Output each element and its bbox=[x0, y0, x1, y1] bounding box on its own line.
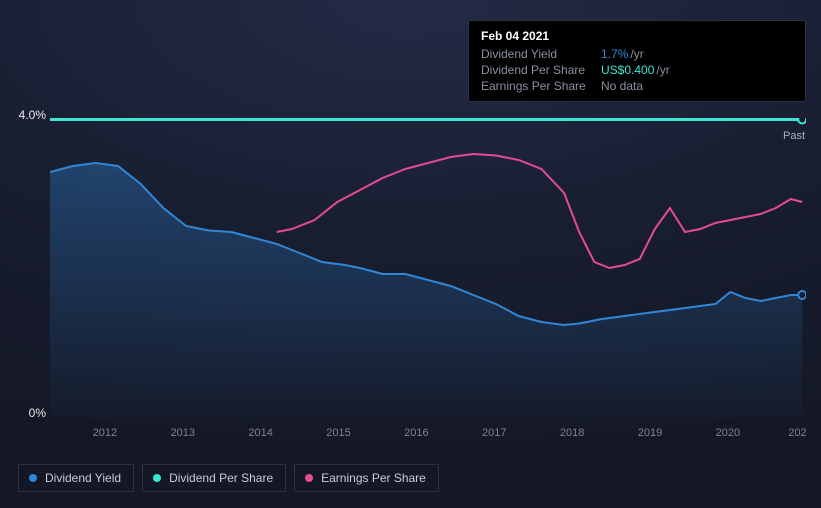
legend-dot-icon bbox=[29, 474, 37, 482]
y-axis-tick-min: 0% bbox=[29, 406, 46, 420]
tooltip-value: 1.7% bbox=[601, 47, 628, 61]
tooltip-unit: /yr bbox=[630, 47, 643, 61]
tooltip-unit: /yr bbox=[656, 63, 669, 77]
earnings-per-share-line bbox=[277, 154, 802, 268]
x-axis-tick: 2018 bbox=[560, 427, 584, 439]
tooltip-row: Earnings Per ShareNo data bbox=[481, 79, 793, 93]
x-axis-tick: 2017 bbox=[482, 427, 506, 439]
x-axis-tick: 2015 bbox=[326, 427, 350, 439]
x-axis-tick: 2014 bbox=[248, 427, 272, 439]
tooltip-key: Dividend Per Share bbox=[481, 63, 601, 77]
x-axis-tick: 2020 bbox=[716, 427, 740, 439]
x-axis-tick: 202 bbox=[788, 427, 806, 439]
hover-tooltip: Feb 04 2021 Dividend Yield1.7%/yrDividen… bbox=[468, 20, 806, 102]
tooltip-key: Dividend Yield bbox=[481, 47, 601, 61]
legend-dot-icon bbox=[305, 474, 313, 482]
tooltip-key: Earnings Per Share bbox=[481, 79, 601, 93]
legend-label: Dividend Yield bbox=[45, 471, 121, 485]
dividend-yield-area bbox=[50, 163, 802, 418]
chart-plot-area[interactable] bbox=[50, 118, 806, 418]
legend-item-dividend-yield[interactable]: Dividend Yield bbox=[18, 464, 134, 492]
tooltip-date: Feb 04 2021 bbox=[481, 29, 793, 43]
x-axis-tick: 2019 bbox=[638, 427, 662, 439]
x-axis-tick: 2012 bbox=[93, 427, 117, 439]
x-axis-tick: 2013 bbox=[171, 427, 195, 439]
y-axis-tick-max: 4.0% bbox=[19, 108, 46, 122]
dividend-per-share-end-marker bbox=[798, 118, 806, 124]
legend-item-dividend-per-share[interactable]: Dividend Per Share bbox=[142, 464, 286, 492]
legend-label: Dividend Per Share bbox=[169, 471, 273, 485]
legend: Dividend Yield Dividend Per Share Earnin… bbox=[18, 464, 439, 492]
tooltip-row: Dividend Per ShareUS$0.400/yr bbox=[481, 63, 793, 77]
tooltip-value: No data bbox=[601, 79, 643, 93]
x-axis-tick: 2016 bbox=[404, 427, 428, 439]
legend-dot-icon bbox=[153, 474, 161, 482]
dividend-yield-end-marker bbox=[798, 291, 806, 299]
chart-svg bbox=[50, 118, 806, 418]
tooltip-value: US$0.400 bbox=[601, 63, 654, 77]
legend-item-earnings-per-share[interactable]: Earnings Per Share bbox=[294, 464, 439, 492]
legend-label: Earnings Per Share bbox=[321, 471, 426, 485]
tooltip-row: Dividend Yield1.7%/yr bbox=[481, 47, 793, 61]
